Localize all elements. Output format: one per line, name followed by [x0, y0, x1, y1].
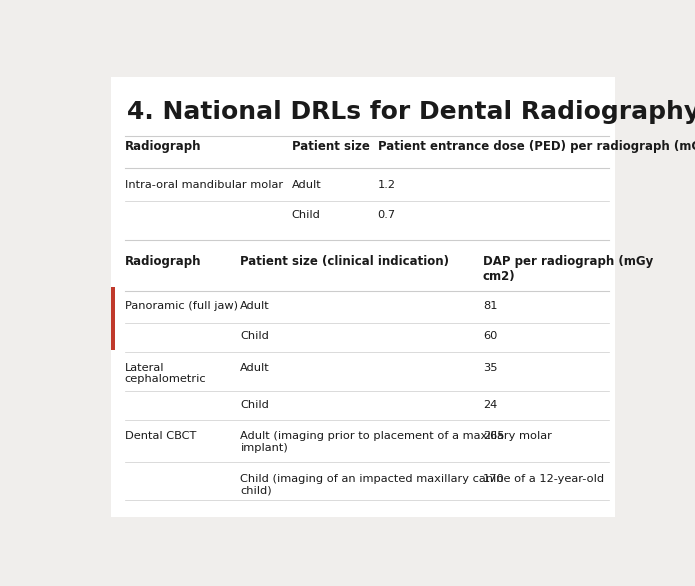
- Text: Radiograph: Radiograph: [124, 255, 201, 268]
- Text: Lateral
cephalometric: Lateral cephalometric: [124, 363, 206, 384]
- Text: 24: 24: [483, 400, 497, 410]
- Text: Panoramic (full jaw): Panoramic (full jaw): [124, 301, 238, 311]
- Text: Patient entrance dose (PED) per radiograph (mGy): Patient entrance dose (PED) per radiogra…: [378, 140, 695, 154]
- Text: 265: 265: [483, 431, 505, 441]
- Text: Child: Child: [240, 331, 269, 341]
- Bar: [111, 287, 115, 350]
- Text: 4. National DRLs for Dental Radiography: 4. National DRLs for Dental Radiography: [127, 100, 695, 124]
- Text: Adult (imaging prior to placement of a maxillary molar
implant): Adult (imaging prior to placement of a m…: [240, 431, 553, 453]
- Text: Radiograph: Radiograph: [124, 140, 201, 154]
- Text: DAP per radiograph (mGy
cm2): DAP per radiograph (mGy cm2): [483, 255, 653, 283]
- Text: 81: 81: [483, 301, 497, 311]
- FancyBboxPatch shape: [111, 77, 615, 517]
- Text: 35: 35: [483, 363, 497, 373]
- Text: 0.7: 0.7: [378, 210, 396, 220]
- Text: Dental CBCT: Dental CBCT: [124, 431, 196, 441]
- Text: Intra-oral mandibular molar: Intra-oral mandibular molar: [124, 179, 283, 189]
- Text: 60: 60: [483, 331, 497, 341]
- Text: Child: Child: [292, 210, 320, 220]
- Text: Adult: Adult: [240, 363, 270, 373]
- Text: Adult: Adult: [240, 301, 270, 311]
- Text: Adult: Adult: [292, 179, 321, 189]
- Text: 1.2: 1.2: [378, 179, 395, 189]
- Text: Child (imaging of an impacted maxillary canine of a 12-year-old
child): Child (imaging of an impacted maxillary …: [240, 474, 605, 496]
- Text: 170: 170: [483, 474, 505, 484]
- Text: Patient size: Patient size: [292, 140, 370, 154]
- Text: Patient size (clinical indication): Patient size (clinical indication): [240, 255, 450, 268]
- Text: Child: Child: [240, 400, 269, 410]
